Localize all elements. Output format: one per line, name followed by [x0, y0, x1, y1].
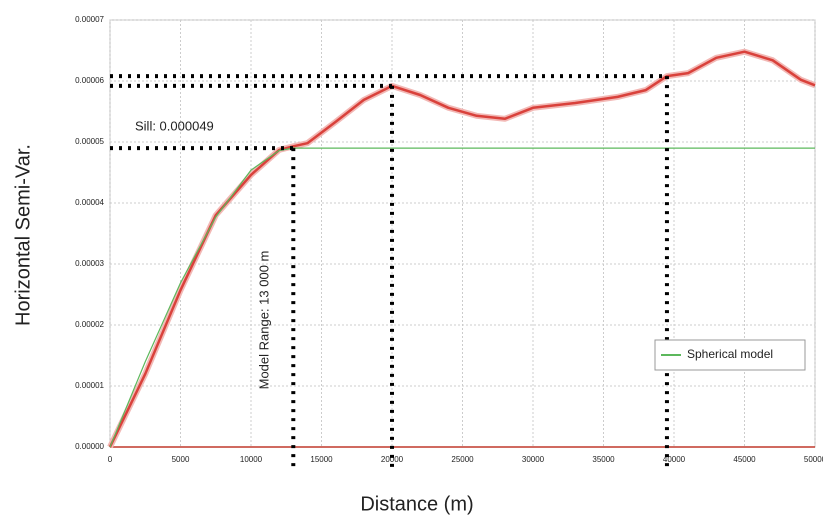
- x-tick-label: 25000: [451, 455, 474, 464]
- annotation: Sill: 0.000049: [135, 118, 214, 133]
- y-tick-label: 0.00000: [75, 442, 104, 451]
- y-tick-label: 0.00002: [75, 320, 104, 329]
- annotation: Model Range: 13 000 m: [256, 251, 271, 390]
- y-tick-label: 0.00001: [75, 381, 104, 390]
- y-tick-label: 0.00006: [75, 76, 104, 85]
- y-axis-label: Horizontal Semi-Var.: [12, 144, 34, 326]
- x-tick-label: 30000: [522, 455, 545, 464]
- x-tick-label: 20000: [381, 455, 404, 464]
- y-tick-label: 0.00007: [75, 15, 104, 24]
- x-tick-label: 45000: [733, 455, 756, 464]
- x-tick-label: 10000: [240, 455, 263, 464]
- x-tick-label: 40000: [663, 455, 686, 464]
- x-tick-label: 15000: [310, 455, 333, 464]
- x-tick-label: 50000: [804, 455, 823, 464]
- x-axis-label: Distance (m): [360, 493, 473, 515]
- x-tick-label: 5000: [172, 455, 190, 464]
- x-tick-label: 35000: [592, 455, 615, 464]
- y-tick-label: 0.00004: [75, 198, 104, 207]
- x-tick-label: 0: [108, 455, 113, 464]
- y-tick-label: 0.00005: [75, 137, 104, 146]
- series-line: [108, 50, 816, 448]
- series-line: [109, 147, 815, 448]
- legend-label: Spherical model: [687, 347, 773, 361]
- y-tick-label: 0.00003: [75, 259, 104, 268]
